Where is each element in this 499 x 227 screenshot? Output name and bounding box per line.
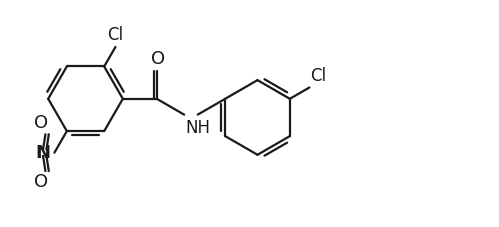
Text: Cl: Cl <box>310 67 327 85</box>
Text: N: N <box>35 144 50 162</box>
Text: O: O <box>151 50 165 68</box>
Text: Cl: Cl <box>107 26 124 44</box>
Text: NH: NH <box>185 118 210 137</box>
Text: O: O <box>34 173 48 191</box>
Text: O: O <box>34 114 48 132</box>
